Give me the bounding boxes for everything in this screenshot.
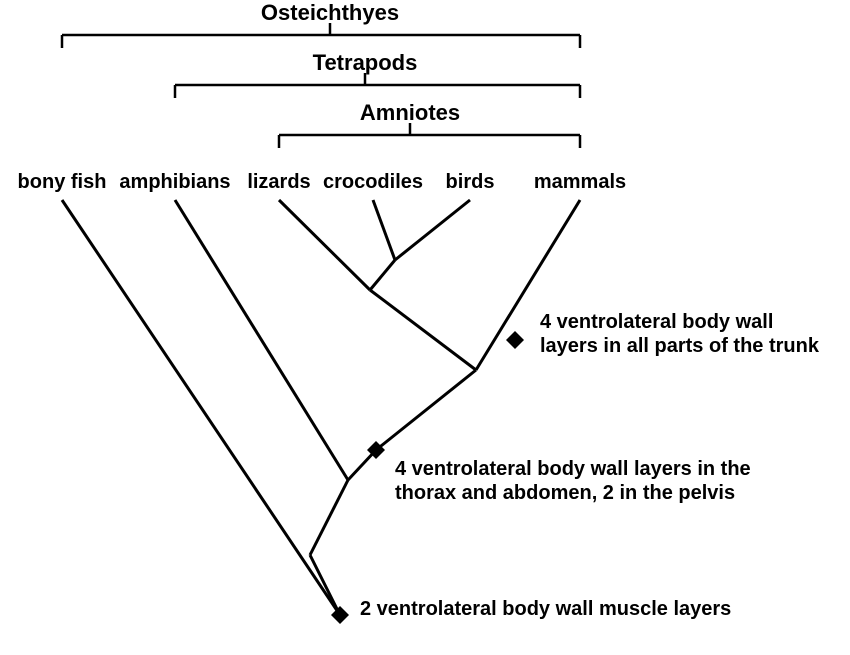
taxon-lizards: lizards (247, 171, 310, 193)
edge-bonyfish (62, 200, 340, 615)
anno-mammals-l2: layers in all parts of the trunk (540, 335, 820, 357)
edge-lizards (279, 200, 370, 290)
anno-tetrapod-l2: thorax and abdomen, 2 in the pelvis (395, 482, 735, 504)
taxon-amphibians: amphibians (119, 171, 230, 193)
taxon-crocodiles: crocodiles (323, 171, 423, 193)
group-label-osteichthyes: Osteichthyes (261, 0, 399, 25)
edge-lcb-down (370, 290, 476, 370)
group-label-tetrapods: Tetrapods (313, 50, 418, 75)
phylogeny-diagram: Osteichthyes Tetrapods Amniotes bony fish am… (0, 0, 850, 655)
anno-root-l1: 2 ventrolateral body wall muscle layers (360, 598, 731, 620)
edge-birds (395, 200, 470, 260)
taxon-birds: birds (446, 171, 495, 193)
taxon-bony_fish: bony fish (18, 171, 107, 193)
edge-crocbird-down (370, 260, 395, 290)
group-label-amniotes: Amniotes (360, 100, 460, 125)
edge-amniote (376, 370, 476, 450)
taxon-mammals: mammals (534, 171, 626, 193)
edge-root (310, 555, 340, 615)
edge-crocodiles (373, 200, 395, 260)
anno-mammals-l1: 4 ventrolateral body wall (540, 311, 773, 333)
marker-root (331, 606, 349, 624)
marker-mammals (506, 331, 524, 349)
edge-tetrapod (310, 480, 348, 555)
anno-tetrapod-l1: 4 ventrolateral body wall layers in the (395, 458, 751, 480)
